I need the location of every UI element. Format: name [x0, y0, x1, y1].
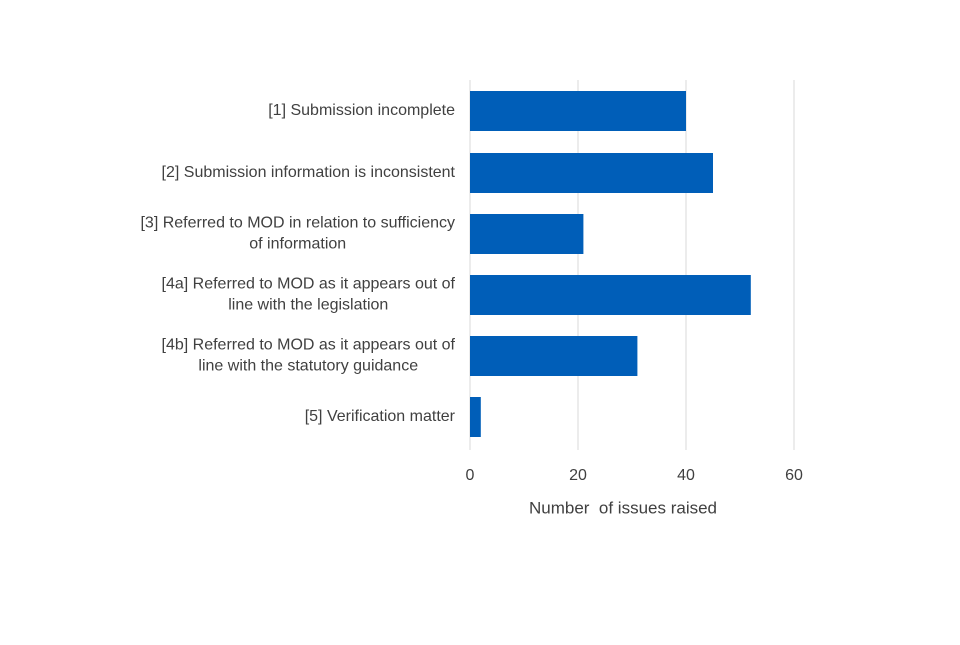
- x-tick-label-1: 20: [569, 467, 587, 484]
- x-tick-label-3: 60: [785, 467, 803, 484]
- bar-2: [470, 153, 713, 193]
- bar-3: [470, 214, 584, 254]
- category-label-6: [5] Verification matter: [305, 408, 456, 425]
- category-label-5-line-2: line with the statutory guidance: [198, 358, 418, 375]
- category-label-3-line-1: [3] Referred to MOD in relation to suffi…: [140, 215, 455, 232]
- category-label-3-line-2: of information: [249, 236, 346, 253]
- x-tick-label-0: 0: [466, 467, 475, 484]
- x-tick-label-2: 40: [677, 467, 695, 484]
- category-label-2: [2] Submission information is inconsiste…: [162, 164, 456, 181]
- category-label-1: [1] Submission incomplete: [268, 102, 455, 119]
- bar-5: [470, 336, 638, 376]
- category-label-5-line-1: [4b] Referred to MOD as it appears out o…: [162, 337, 456, 354]
- x-axis-title: Number of issues raised: [529, 498, 717, 517]
- category-labels: [1] Submission incomplete [2] Submission …: [140, 102, 455, 425]
- bar-6: [470, 397, 481, 437]
- bar-4: [470, 275, 751, 315]
- category-label-4-line-2: line with the legislation: [228, 297, 388, 314]
- x-axis-ticks: 0 20 40 60: [466, 467, 803, 484]
- gridlines: [469, 80, 795, 450]
- category-label-4-line-1: [4a] Referred to MOD as it appears out o…: [162, 276, 456, 293]
- bar-1: [470, 91, 686, 131]
- bars: [470, 91, 751, 437]
